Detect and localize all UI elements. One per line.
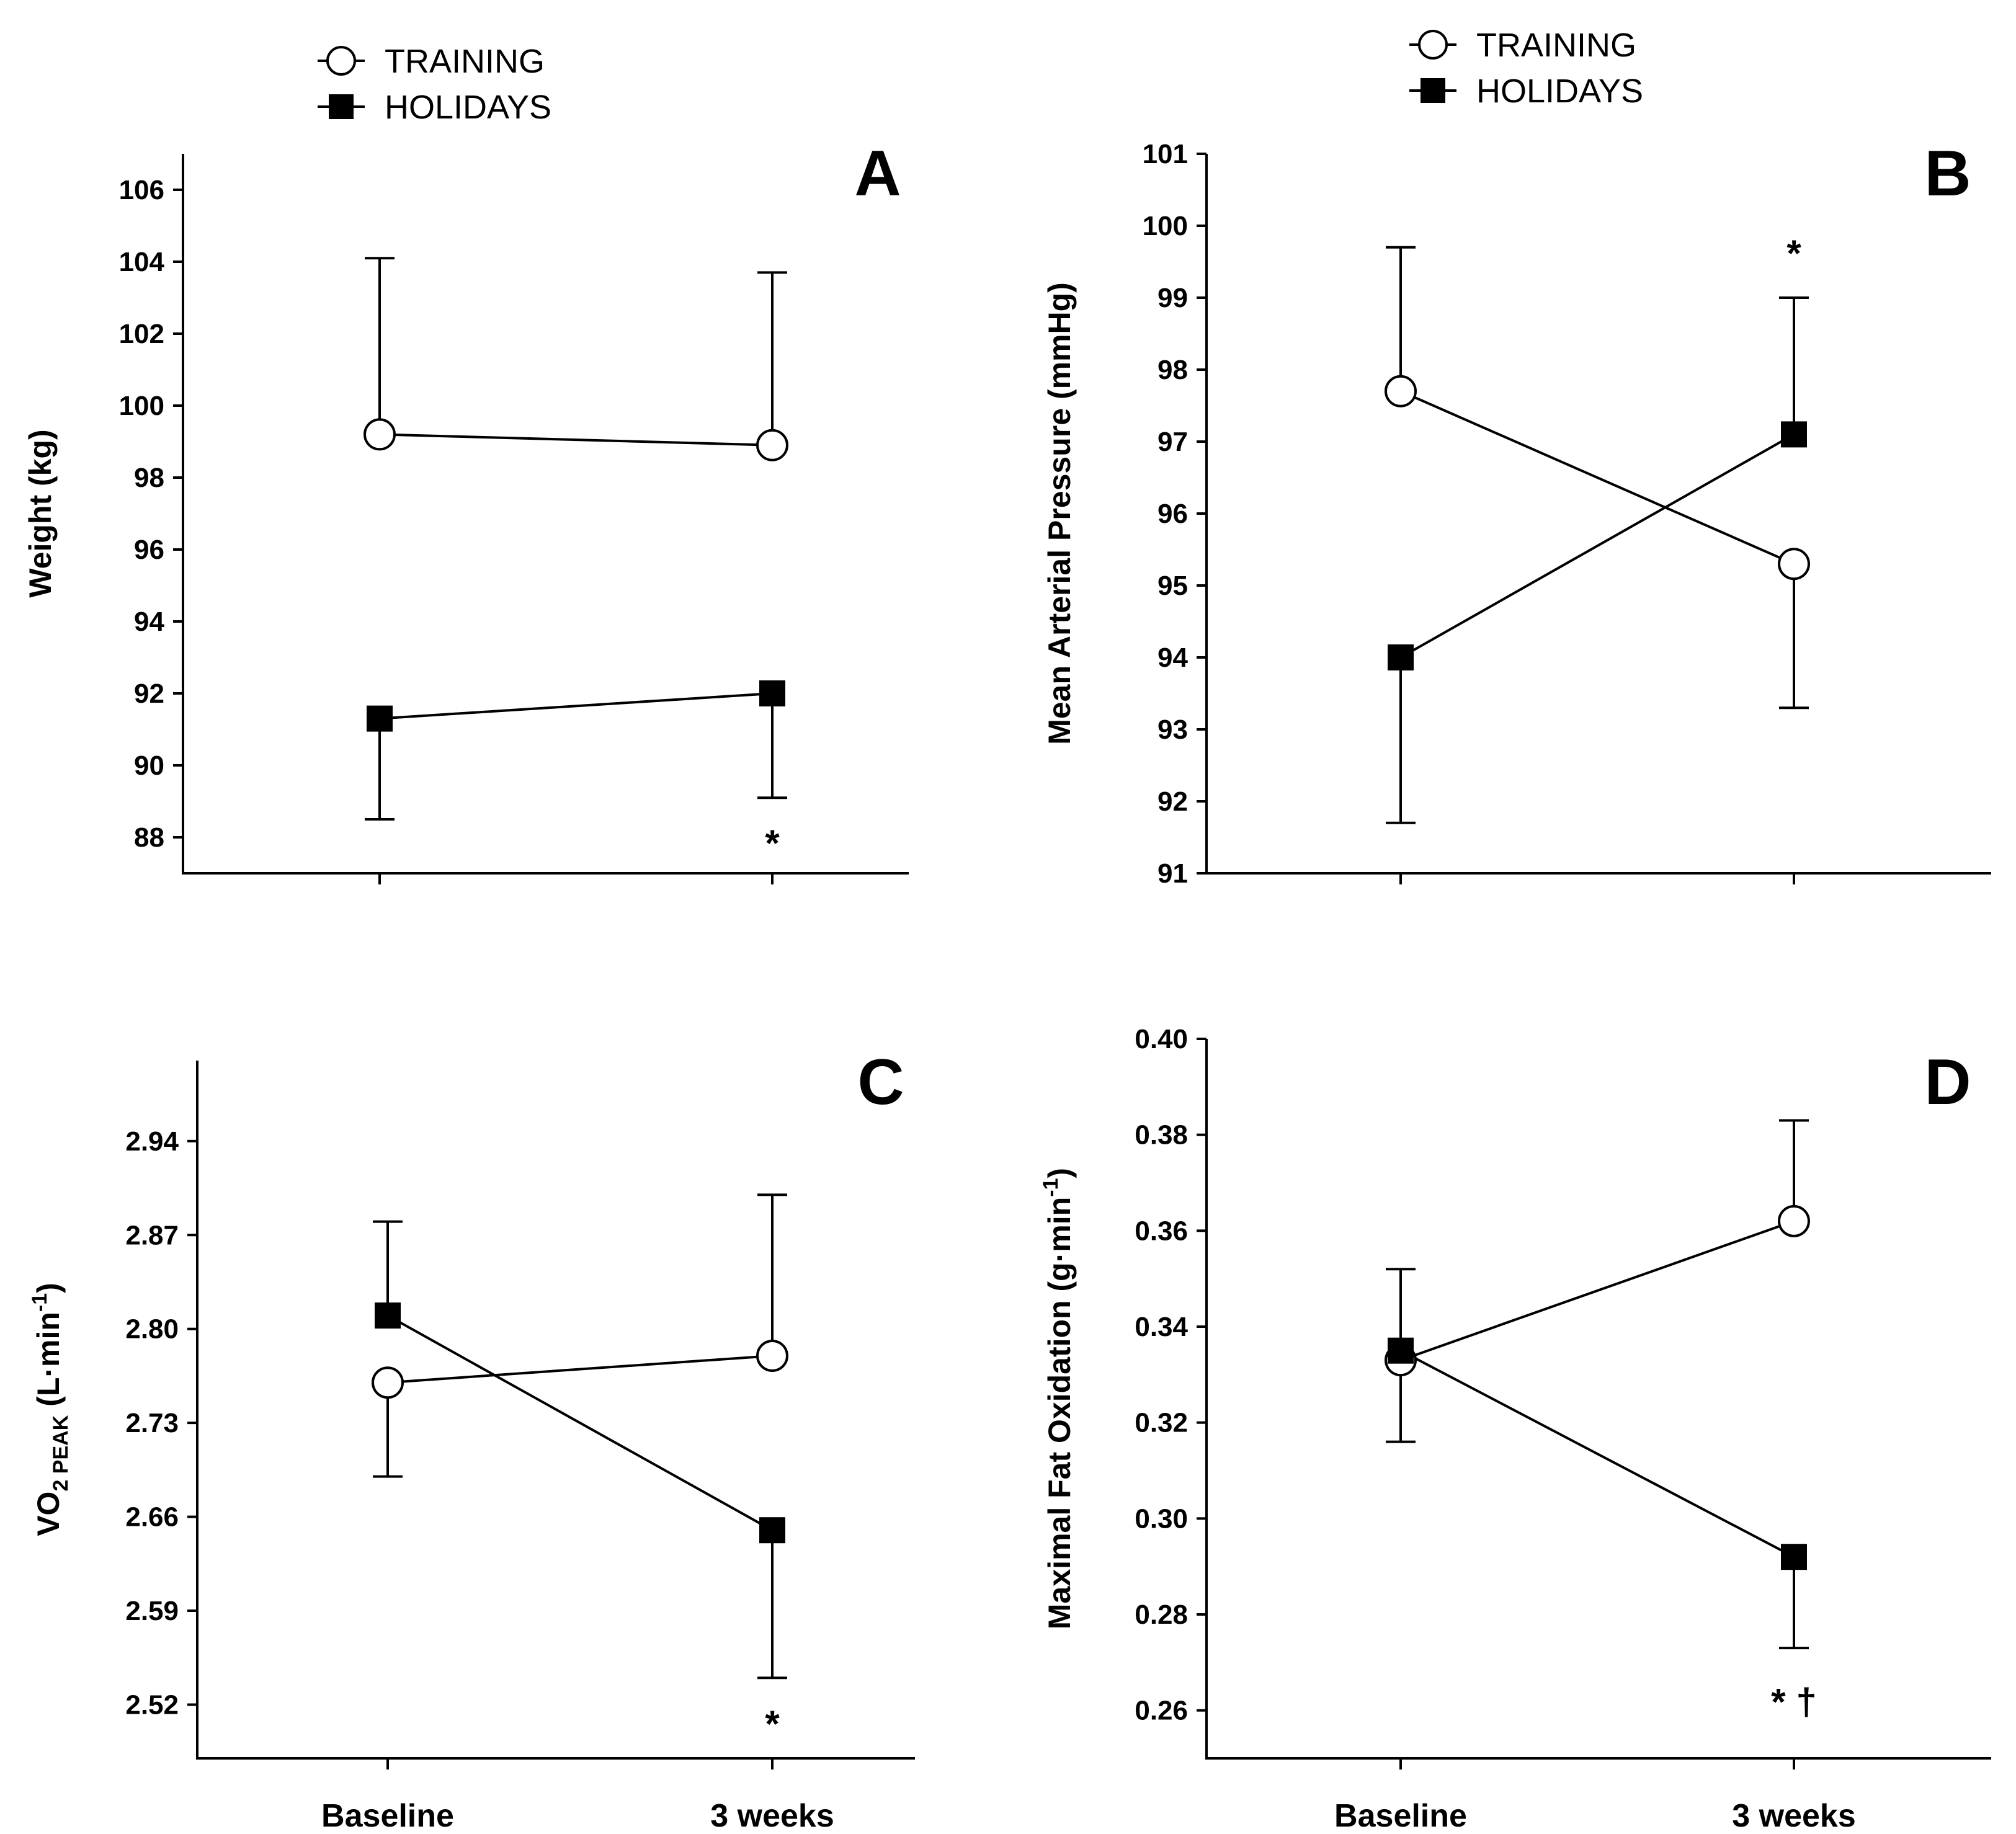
panel-d-y-title: Maximal Fat Oxidation (g·min-1) (1039, 1168, 1077, 1629)
panel-d-holidays-line (1400, 1349, 1795, 1558)
panel-b-letter: B (1924, 138, 1971, 210)
panel-b-legend-square-icon (1421, 78, 1445, 103)
panel-a-legend-square-icon (329, 94, 354, 119)
panel-d-ytick-label: 0.40 (1135, 1024, 1188, 1054)
panel-c-y-title-part: ) (31, 1283, 66, 1293)
panel-b-significance-marker: * (1786, 233, 1801, 274)
panel-c: 2.52 2.59 2.66 2.73 2.80 2.87 2.94 Baseline 3 we… (28, 1046, 915, 1834)
panel-b-legend-label: HOLIDAYS (1476, 73, 1643, 110)
panel-b-ytick-label: 95 (1157, 571, 1188, 601)
panel-c-ytick-label: 2.66 (125, 1502, 179, 1533)
panel-d-training-line (1400, 1219, 1795, 1362)
panel-b-training-point (1778, 548, 1810, 581)
panel-a-ytick-label: 106 (119, 175, 164, 205)
panel-d-training-point (1778, 1204, 1810, 1237)
panel-b-y-title: Mean Arterial Pressure (mmHg) (1042, 282, 1077, 745)
panel-c-training-line (387, 1354, 773, 1384)
panel-b-holidays-line (1400, 433, 1795, 659)
panel-a-ytick-label: 102 (119, 319, 164, 349)
panel-c-training-point (372, 1366, 404, 1399)
panel-a-ytick-label: 92 (134, 679, 164, 709)
panel-a-training-point (364, 418, 396, 451)
panel-b-holidays-point (1781, 421, 1807, 448)
panel-c-holidays-point (375, 1302, 401, 1329)
panel-d-ytick-label: 0.30 (1135, 1503, 1188, 1534)
panel-b-legend-label: TRAINING (1476, 27, 1636, 64)
panel-b-ytick-label: 97 (1157, 427, 1188, 457)
panel-c-ytick-label: 2.73 (125, 1408, 179, 1438)
panel-c-training-point (756, 1339, 788, 1372)
panel-a-legend-circle-icon (326, 46, 356, 76)
panel-a-training-point (756, 429, 788, 461)
panel-c-holidays-line (387, 1314, 773, 1531)
panel-c-letter: C (857, 1046, 904, 1118)
panel-a-y-title: Weight (kg) (23, 429, 58, 597)
panel-b-ytick-label: 101 (1143, 139, 1188, 169)
panel-a-legend-label: HOLIDAYS (385, 89, 551, 126)
panel-a-ytick-label: 94 (134, 607, 164, 637)
panel-b-ytick-label: 98 (1157, 355, 1188, 385)
panel-d-y-title-part: ) (1042, 1168, 1077, 1178)
panel-c-y-title: VO2 PEAK (L·min-1) (28, 1283, 73, 1536)
panel-c-y-title-part: 2 PEAK (49, 1415, 73, 1491)
panel-a-significance-marker: * (765, 822, 780, 864)
panel-a-legend: TRAINING HOLIDAYS (318, 43, 551, 126)
panel-a: 88 90 92 94 96 98 100 102 104 106 Weight (kg) A * TRA… (23, 43, 909, 884)
panel-a-holidays-point (759, 680, 785, 706)
panel-b-ytick-label: 96 (1157, 499, 1188, 529)
panel-a-ytick-label: 100 (119, 391, 164, 421)
panel-c-y-title-part: (L·min (31, 1312, 66, 1415)
panel-d-ytick-label: 0.34 (1135, 1312, 1188, 1342)
panel-a-ytick-label: 98 (134, 463, 164, 493)
panel-a-ytick-label: 96 (134, 535, 164, 565)
panel-d-y-title-part: -1 (1039, 1178, 1063, 1197)
panel-b-ytick-label: 91 (1157, 858, 1188, 889)
panel-c-ytick-label: 2.87 (125, 1220, 179, 1250)
panel-a-ytick-label: 104 (119, 247, 165, 277)
panel-b-ytick-label: 94 (1157, 643, 1188, 673)
panel-a-holidays-line (379, 692, 773, 720)
panel-d-ytick-label: 0.36 (1135, 1216, 1188, 1246)
panel-b-holidays-point (1388, 644, 1414, 670)
panel-d-ytick-label: 0.32 (1135, 1408, 1188, 1438)
panel-c-ytick-label: 2.59 (125, 1596, 179, 1626)
panel-d-ytick-label: 0.38 (1135, 1120, 1188, 1151)
panel-d-xtick-label: Baseline (1334, 1798, 1467, 1834)
panel-d-holidays-point (1388, 1337, 1414, 1364)
panel-c-ytick-label: 2.80 (125, 1314, 179, 1345)
panel-b-ytick-label: 93 (1157, 714, 1188, 745)
panel-d-y-title-part: Maximal Fat Oxidation (g·min (1042, 1197, 1077, 1629)
panel-b-ytick-label: 99 (1157, 283, 1188, 313)
panel-a-training-line (379, 433, 773, 447)
panel-a-ytick-label: 90 (134, 750, 164, 781)
panel-c-xtick-label: Baseline (321, 1798, 454, 1834)
panel-b-ytick-label: 100 (1143, 211, 1188, 241)
panel-b: 91 92 93 94 95 96 97 98 99 100 101 Mean Arterial Pr… (1042, 27, 1991, 889)
panel-b-ytick-label: 92 (1157, 786, 1188, 817)
panel-b-legend: TRAINING HOLIDAYS (1409, 27, 1643, 110)
panel-a-ytick-label: 88 (134, 822, 164, 853)
panel-b-legend-circle-icon (1418, 30, 1448, 60)
panel-c-ytick-label: 2.52 (125, 1689, 179, 1720)
panel-c-holidays-point (759, 1517, 785, 1544)
panel-d-xtick-label: 3 weeks (1732, 1798, 1856, 1834)
panel-d-holidays-point (1781, 1544, 1807, 1570)
panel-c-y-title-part: VO (31, 1492, 66, 1536)
panel-c-ytick-label: 2.94 (125, 1126, 179, 1157)
panel-b-training-point (1385, 375, 1417, 407)
panel-c-xtick-label: 3 weeks (710, 1798, 834, 1834)
panel-d-letter: D (1924, 1046, 1971, 1118)
panel-c-significance-marker: * (765, 1703, 780, 1745)
panel-d-ytick-label: 0.28 (1135, 1600, 1188, 1630)
panel-d: 0.26 0.28 0.30 0.32 0.34 0.36 0.38 0.40 Baseline… (1039, 1024, 1991, 1834)
panel-d-significance-marker: * † (1771, 1681, 1816, 1722)
panel-a-letter: A (854, 138, 901, 210)
panel-c-y-title-part: -1 (28, 1293, 51, 1312)
panel-a-legend-label: TRAINING (385, 43, 545, 80)
panel-b-training-line (1400, 390, 1795, 566)
panel-a-holidays-point (367, 705, 393, 732)
panel-d-ytick-label: 0.26 (1135, 1696, 1188, 1726)
